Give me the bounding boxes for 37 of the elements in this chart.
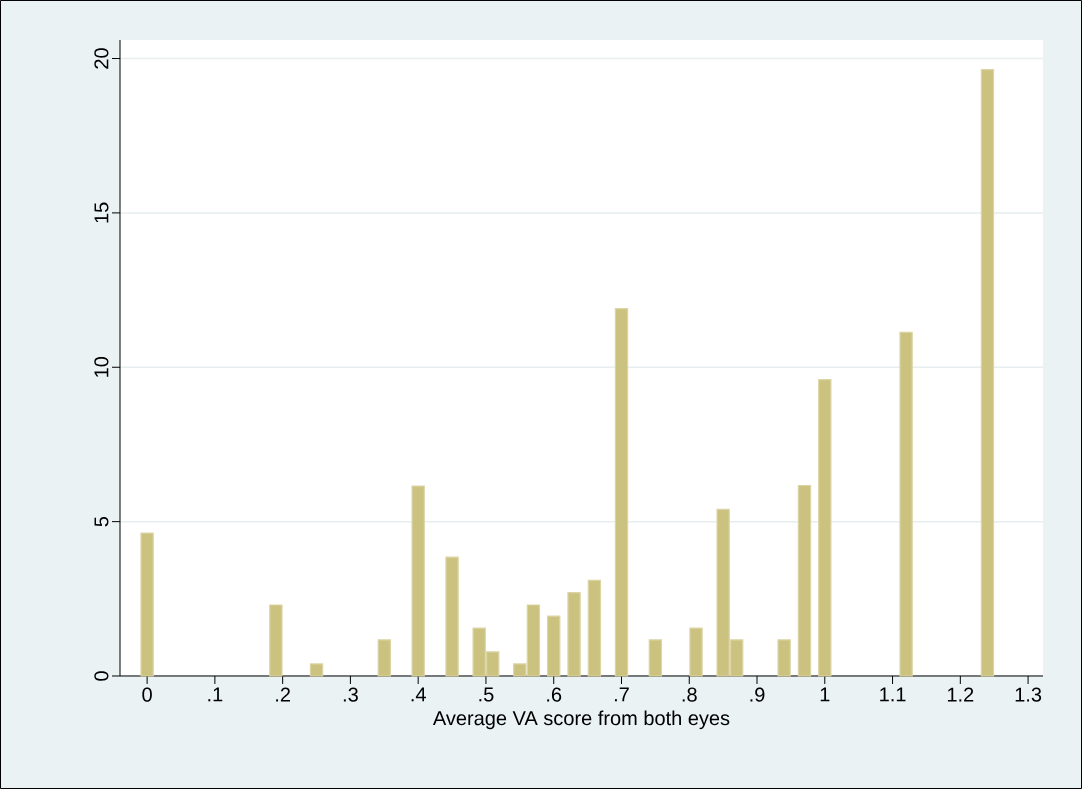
x-axis-title: Average VA score from both eyes <box>432 710 730 730</box>
x-tick-label: .3 <box>343 687 358 702</box>
bar <box>689 627 703 677</box>
x-tick-label: .5 <box>479 687 494 702</box>
y-tick-label: 15 <box>94 202 109 223</box>
x-tick-label: 1.2 <box>947 687 974 702</box>
bar <box>777 639 791 677</box>
bar <box>567 592 581 677</box>
x-tick-label: .7 <box>614 687 629 702</box>
x-tick-label: 1 <box>820 687 830 702</box>
bar <box>980 69 995 677</box>
bar <box>269 604 283 677</box>
bar <box>547 615 561 677</box>
bar <box>309 663 324 677</box>
x-tick-label: .1 <box>208 687 223 702</box>
x-tick-label: .9 <box>750 687 765 702</box>
x-tick-label: 1.1 <box>880 687 906 702</box>
bar <box>797 484 812 677</box>
x-tick-label: .2 <box>276 687 290 702</box>
bar <box>587 579 602 677</box>
bar <box>899 331 913 677</box>
y-tick-label: 10 <box>94 356 109 377</box>
bar <box>140 532 154 677</box>
bar <box>411 485 425 677</box>
x-tick-label: .8 <box>682 687 697 702</box>
y-tick-label: 20 <box>94 48 109 69</box>
x-tick-label: .6 <box>547 687 562 702</box>
bar <box>818 379 832 677</box>
y-tick-label: 0 <box>94 671 109 681</box>
bar <box>648 639 663 677</box>
bar <box>445 556 459 677</box>
bar <box>377 639 391 677</box>
x-tick-label: .4 <box>411 687 426 702</box>
x-tick-label: 0 <box>142 687 152 702</box>
bar <box>614 308 629 677</box>
y-tick-label: 5 <box>94 516 109 527</box>
x-tick-label: 1.3 <box>1015 687 1042 702</box>
